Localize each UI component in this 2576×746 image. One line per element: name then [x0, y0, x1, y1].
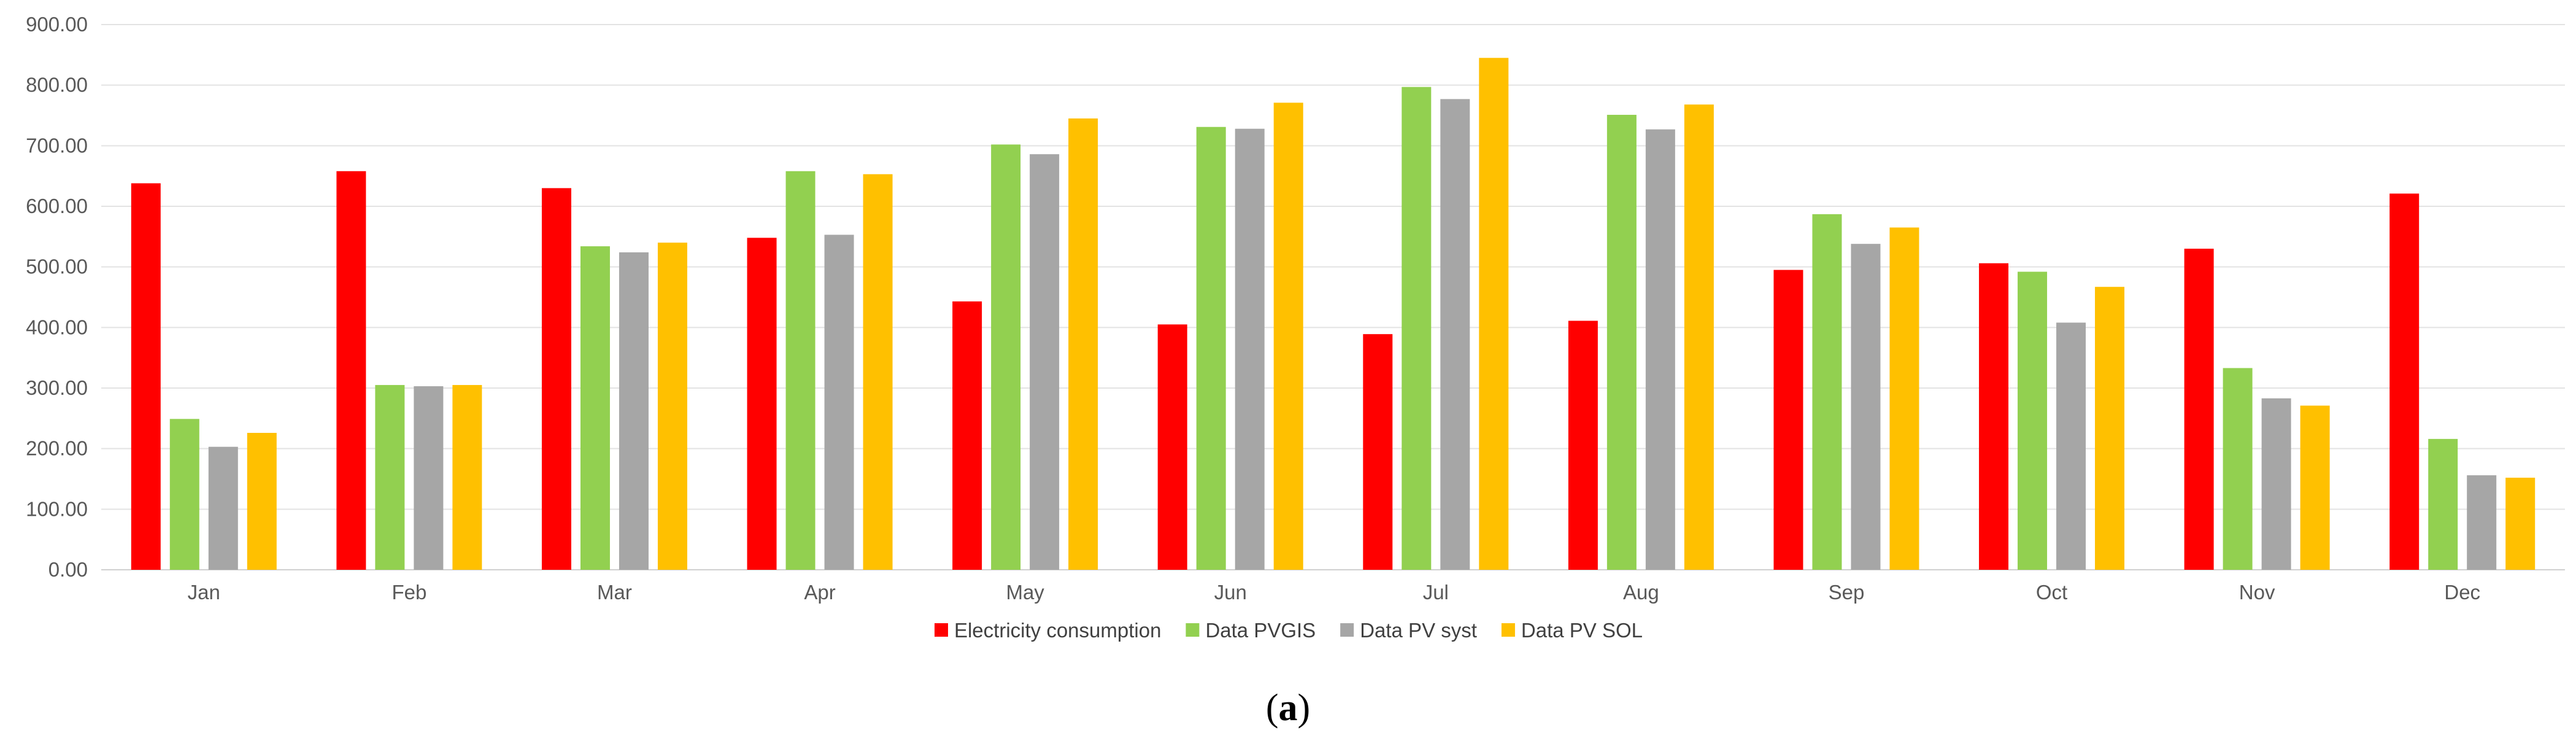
y-tick-label: 200.00: [26, 437, 88, 460]
bar: [2056, 322, 2086, 570]
bar: [2300, 405, 2330, 570]
y-tick-label: 800.00: [26, 74, 88, 96]
bar: [619, 252, 649, 570]
bar: [2223, 368, 2253, 570]
x-tick-label: Apr: [804, 581, 835, 604]
bar: [657, 243, 687, 570]
x-tick-label: Jul: [1423, 581, 1449, 604]
bar: [247, 433, 277, 570]
legend-item: Data PVGIS: [1186, 619, 1316, 642]
y-tick-label: 500.00: [26, 255, 88, 278]
caption-label: a: [1278, 687, 1298, 729]
bar: [414, 386, 444, 570]
x-tick-label: May: [1006, 581, 1044, 604]
bar: [1645, 129, 1675, 570]
bar: [1235, 128, 1265, 570]
legend-item: Data PV syst: [1340, 619, 1477, 642]
bars: [131, 58, 2536, 570]
gridlines: [101, 24, 2565, 570]
legend-label: Data PV SOL: [1521, 619, 1643, 642]
bar: [1363, 334, 1393, 570]
bar: [1273, 103, 1303, 570]
bar: [1812, 214, 1842, 570]
bar: [824, 235, 854, 570]
bar: [1068, 118, 1098, 570]
legend-swatch: [934, 623, 948, 637]
bar: [2467, 475, 2497, 570]
x-tick-label: Dec: [2444, 581, 2480, 604]
bar: [1568, 321, 1598, 570]
bar: [1440, 99, 1470, 570]
bar: [336, 171, 366, 570]
figure-caption: (a): [0, 686, 2576, 730]
legend-item: Data PV SOL: [1501, 619, 1643, 642]
bar: [1979, 263, 2009, 570]
y-axis-tick-labels: 0.00 100.00 200.00 300.00 400.00 500.00 600.00…: [26, 13, 88, 581]
bar: [208, 446, 238, 570]
bar: [1030, 154, 1060, 570]
y-tick-label: 300.00: [26, 376, 88, 399]
bar: [991, 144, 1021, 570]
bar: [2389, 193, 2420, 570]
x-axis-tick-labels: Jan Feb Mar Apr May Jun Jul Aug Sep Oct Nov Dec: [188, 581, 2480, 604]
bar: [1889, 227, 1919, 570]
legend-swatch: [1340, 623, 1354, 637]
x-tick-label: Nov: [2239, 581, 2275, 604]
legend: Electricity consumption Data PVGIS Data PV…: [934, 619, 1643, 642]
y-tick-label: 400.00: [26, 316, 88, 338]
bar: [747, 238, 777, 570]
x-tick-label: Oct: [2036, 581, 2067, 604]
x-tick-label: Jan: [188, 581, 220, 604]
bar: [1851, 244, 1881, 570]
bar: [1196, 126, 1226, 570]
legend-item: Electricity consumption: [934, 619, 1161, 642]
bar: [952, 301, 982, 570]
bar: [1157, 324, 1187, 570]
x-tick-label: Jun: [1214, 581, 1247, 604]
x-tick-label: Sep: [1829, 581, 1865, 604]
bar: [2261, 398, 2291, 570]
x-tick-label: Feb: [391, 581, 426, 604]
bar: [2095, 287, 2125, 570]
y-tick-label: 100.00: [26, 497, 88, 520]
bar: [375, 385, 405, 570]
caption-close-paren: ): [1297, 687, 1311, 729]
caption-open-paren: (: [1265, 687, 1279, 729]
bar: [1606, 115, 1637, 570]
bar: [452, 385, 482, 570]
bar: [541, 188, 571, 570]
bar: [1402, 87, 1432, 570]
y-tick-label: 0.00: [48, 558, 88, 581]
bar: [1479, 58, 1509, 570]
bar: [169, 419, 199, 570]
bar: [131, 183, 161, 570]
bar: [1684, 104, 1714, 570]
x-tick-label: Aug: [1623, 581, 1659, 604]
x-tick-label: Mar: [597, 581, 632, 604]
legend-swatch: [1501, 623, 1515, 637]
legend-swatch: [1186, 623, 1200, 637]
bar: [1773, 270, 1803, 570]
bar: [863, 174, 893, 570]
bar: [2018, 271, 2048, 570]
y-tick-label: 900.00: [26, 13, 88, 36]
y-tick-label: 600.00: [26, 195, 88, 217]
legend-label: Data PV syst: [1360, 619, 1477, 642]
bar: [785, 171, 816, 570]
bar: [2505, 478, 2536, 570]
legend-label: Electricity consumption: [954, 619, 1161, 642]
bar: [2428, 438, 2458, 570]
bar: [2184, 249, 2214, 570]
y-tick-label: 700.00: [26, 134, 88, 157]
bar: [580, 246, 610, 570]
legend-label: Data PVGIS: [1205, 619, 1316, 642]
